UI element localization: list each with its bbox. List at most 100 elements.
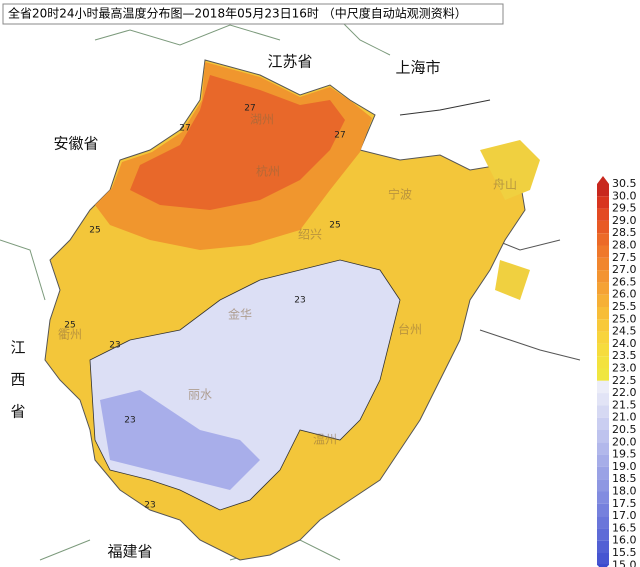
legend-swatch (597, 430, 609, 443)
province-label: 西 (10, 371, 25, 389)
legend-swatch (597, 503, 609, 517)
city-label: 杭州 (256, 164, 280, 179)
legend-label: 19.0 (612, 460, 637, 473)
legend-swatch (597, 343, 609, 357)
legend-label: 23.0 (612, 362, 637, 375)
legend-swatch (597, 405, 609, 418)
legend-label: 20.5 (612, 423, 637, 436)
legend-swatch (597, 208, 609, 221)
legend-swatch (597, 454, 609, 467)
legend-arrow (597, 176, 609, 184)
legend-label: 21.0 (612, 411, 637, 424)
contour-label: 25 (89, 226, 100, 236)
legend-swatch (597, 528, 609, 541)
legend-swatch (597, 184, 609, 197)
legend-label: 25.0 (612, 312, 637, 325)
legend-label: 26.5 (612, 275, 637, 288)
contour-label: 23 (124, 416, 135, 426)
legend-swatch (597, 319, 609, 332)
city-label: 绍兴 (298, 228, 322, 242)
legend-swatch (597, 380, 609, 394)
legend-swatch (597, 307, 609, 320)
province-label: 安徽省 (53, 135, 98, 153)
legend-label: 30.0 (612, 189, 637, 202)
province-label: 江苏省 (267, 53, 312, 71)
legend-label: 29.5 (612, 202, 637, 215)
legend-swatch (597, 220, 609, 234)
legend-label: 26.0 (612, 288, 637, 301)
legend-label: 29.0 (612, 214, 637, 227)
legend-label: 28.5 (612, 226, 637, 239)
legend-swatch (597, 540, 609, 553)
legend-label: 18.5 (612, 472, 637, 485)
contour-label: 23 (294, 296, 305, 306)
contour-label: 27 (179, 124, 190, 134)
legend-label: 17.5 (612, 497, 637, 510)
legend-swatch (597, 553, 609, 566)
legend-swatch (597, 479, 609, 492)
city-label: 金华 (228, 307, 252, 322)
boundaries (0, 19, 581, 561)
legend-swatch (597, 491, 609, 504)
city-label: 温州 (313, 433, 337, 447)
islands (480, 140, 540, 300)
province-label: 江 (10, 339, 25, 357)
city-label: 丽水 (188, 388, 212, 402)
contour-label: 25 (329, 221, 340, 231)
legend-swatch (597, 245, 609, 258)
contour-label: 23 (109, 341, 120, 351)
contour-label: 27 (334, 131, 345, 141)
legend-swatch (597, 466, 609, 480)
legend-label: 30.5 (612, 177, 637, 190)
city-label: 台州 (398, 322, 422, 337)
legend-label: 27.0 (612, 263, 637, 276)
legend-label: 24.0 (612, 337, 637, 350)
legend-label: 15.5 (612, 546, 637, 559)
legend-label: 22.5 (612, 374, 637, 387)
legend-label: 17.0 (612, 509, 637, 522)
legend-swatch (597, 331, 609, 344)
legend-label: 19.5 (612, 448, 637, 461)
province-label: 上海市 (395, 59, 440, 77)
contour-label: 27 (244, 104, 255, 114)
legend-label: 24.5 (612, 325, 637, 338)
legend-swatch (597, 196, 609, 209)
legend-swatch (597, 282, 609, 295)
legend-label: 15.0 (612, 558, 637, 567)
legend-label: 28.0 (612, 239, 637, 252)
legend-label: 16.0 (612, 534, 637, 547)
legend-swatch (597, 233, 609, 246)
legend-swatch (597, 270, 609, 283)
hot-zone (130, 75, 345, 210)
legend-label: 16.5 (612, 521, 637, 534)
legend-label: 18.0 (612, 485, 637, 498)
city-label: 衢州 (58, 328, 82, 342)
legend-swatch (597, 516, 609, 529)
legend-swatch (597, 257, 609, 271)
contour-label: 25 (64, 321, 75, 331)
contour-label: 23 (144, 501, 155, 511)
legend-swatch (597, 393, 609, 406)
legend-label: 20.0 (612, 435, 637, 448)
legend-label: 27.5 (612, 251, 637, 264)
legend-swatch (597, 368, 609, 381)
city-label: 湖州 (250, 112, 274, 127)
city-label: 宁波 (388, 187, 412, 202)
legend-swatch (597, 442, 609, 455)
title-box (2, 3, 504, 25)
legend-label: 25.5 (612, 300, 637, 313)
province-label: 福建省 (107, 543, 152, 561)
legend-swatch (597, 417, 609, 430)
legend-label: 21.5 (612, 398, 637, 411)
legend-arrow (597, 564, 609, 567)
legend-swatch (597, 356, 609, 369)
city-label: 舟山 (493, 178, 517, 192)
legend-swatch (597, 294, 609, 307)
legend-label: 23.5 (612, 349, 637, 362)
province-label: 省 (10, 403, 25, 421)
title: 全省20时24小时最高温度分布图—2018年05月23日16时 （中尺度自动站观… (8, 6, 467, 21)
legend-label: 22.0 (612, 386, 637, 399)
zhejiang (44, 59, 540, 561)
cold-zone (100, 390, 260, 490)
